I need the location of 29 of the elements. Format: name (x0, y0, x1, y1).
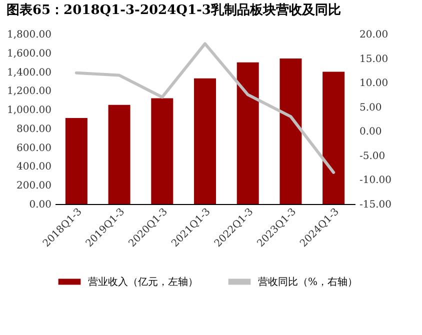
bar (108, 104, 130, 204)
y-tick-label: 1,400.00 (6, 67, 52, 78)
y2-tick-label: 15.00 (360, 54, 388, 65)
y2-tick-label: 5.00 (360, 102, 382, 114)
chart-title: 图表65：2018Q1-3-2024Q1-3乳制品板块营收及同比 (6, 2, 341, 18)
bar (65, 118, 88, 204)
y2-tick-label: 0.00 (360, 126, 382, 138)
y-tick-label: 800.00 (16, 124, 52, 135)
y2-tick-label: -10.00 (360, 175, 392, 186)
bar (236, 62, 259, 204)
y-tick-label: 200.00 (16, 180, 52, 192)
legend-label: 营业收入（亿元，左轴） (88, 276, 198, 288)
y2-tick-label: -5.00 (360, 150, 386, 162)
y-tick-label: 1,800.00 (6, 30, 52, 40)
bar (280, 58, 302, 204)
y-tick-label: 1,600.00 (6, 48, 52, 60)
y-tick-label: 600.00 (16, 142, 52, 154)
bar (322, 72, 345, 204)
y2-tick-label: 20.00 (360, 30, 388, 40)
legend-label: 营收同比（%，右轴） (258, 276, 358, 288)
bar (194, 78, 216, 204)
y2-tick-label: -15.00 (360, 200, 392, 210)
y-tick-label: 1,200.00 (6, 86, 52, 98)
bar (151, 98, 174, 204)
y-tick-label: 1,000.00 (6, 105, 52, 116)
line-series (74, 42, 336, 174)
y2-tick-label: 10.00 (360, 78, 388, 90)
y-tick-label: 0.00 (29, 200, 52, 210)
y-tick-label: 400.00 (16, 162, 52, 173)
